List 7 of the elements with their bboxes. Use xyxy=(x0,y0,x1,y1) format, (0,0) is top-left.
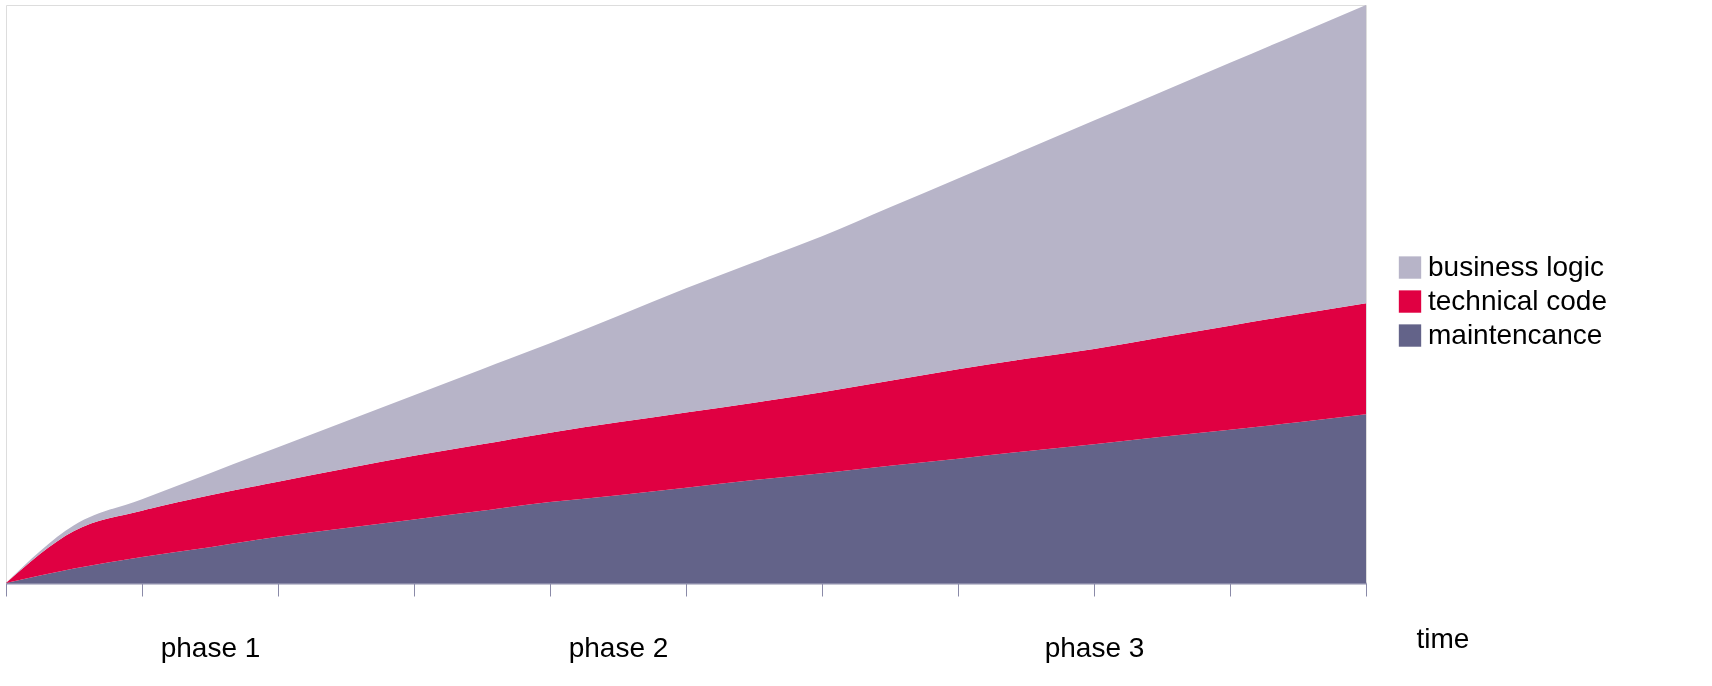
legend-label: maintencance xyxy=(1428,318,1603,350)
legend-label: business logic xyxy=(1428,250,1604,282)
legend-label: technical code xyxy=(1428,284,1608,316)
x-tick-label: phase 1 xyxy=(160,631,261,663)
x-tick-label: phase 3 xyxy=(1044,631,1145,663)
x-tick-label: phase 2 xyxy=(568,631,669,663)
x-axis-title: time xyxy=(1416,622,1470,654)
